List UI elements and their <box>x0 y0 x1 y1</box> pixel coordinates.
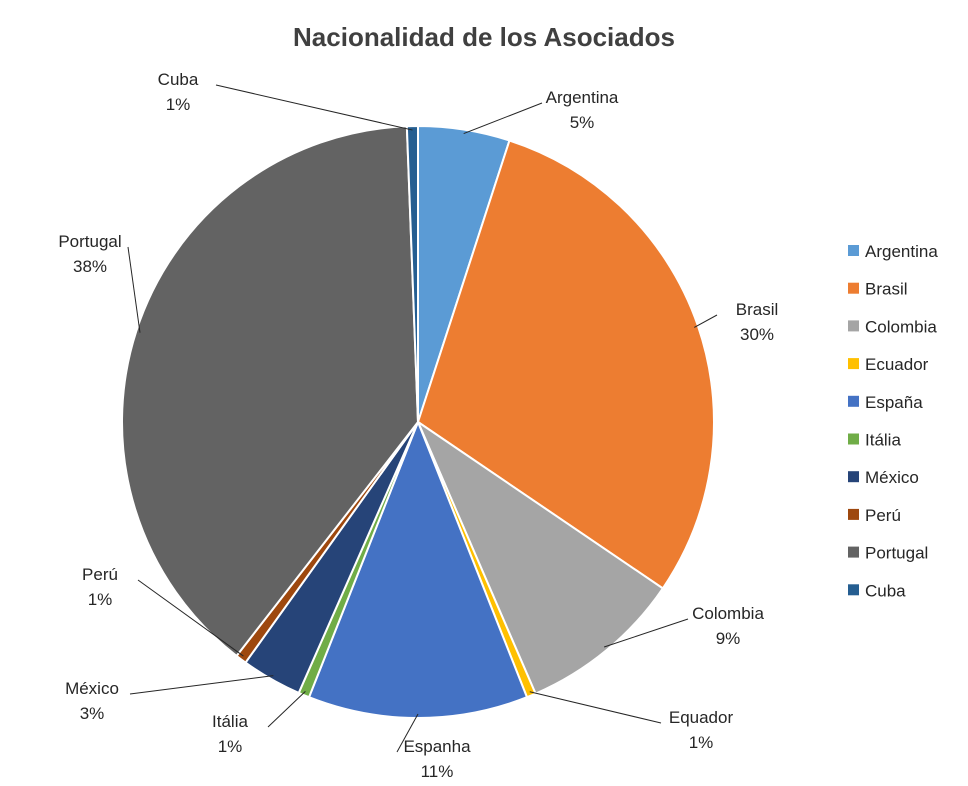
legend-swatch-portugal <box>848 546 859 558</box>
data-label-pct-ecuador: 1% <box>689 733 714 752</box>
legend-swatch-cuba <box>848 584 859 596</box>
data-label-name-espana: Espanha <box>403 737 471 756</box>
data-label-pct-argentina: 5% <box>570 113 595 132</box>
leader-line-italia <box>267 691 306 728</box>
legend-swatch-peru <box>848 508 859 520</box>
data-label-pct-italia: 1% <box>218 737 243 756</box>
leader-line-mexico <box>129 675 274 695</box>
legend-swatch-colombia <box>848 320 859 332</box>
chart-title: Nacionalidad de los Asociados <box>293 22 675 52</box>
leader-line-brasil <box>694 314 718 328</box>
legend-label-espana: España <box>865 393 923 412</box>
legend-label-mexico: México <box>865 468 919 487</box>
legend-label-italia: Itália <box>865 431 901 450</box>
slice-colombia <box>415 419 665 695</box>
legend: Argentina Brasil Colombia Ecuador España Itál… <box>848 242 938 600</box>
leader-line-ecuador <box>529 691 662 724</box>
slice-cuba <box>405 124 419 423</box>
data-label-pct-brasil: 30% <box>740 325 774 344</box>
slice-portugal <box>121 125 420 658</box>
leader-line-argentina <box>463 102 543 135</box>
data-label-name-cuba: Cuba <box>158 70 199 89</box>
data-label-pct-espana: 11% <box>421 762 454 781</box>
legend-label-cuba: Cuba <box>865 581 906 600</box>
data-label-name-mexico: México <box>65 679 119 698</box>
legend-swatch-brasil <box>848 282 859 294</box>
data-label-pct-portugal: 38% <box>73 257 107 276</box>
legend-label-peru: Perú <box>865 506 901 525</box>
leader-line-peru <box>137 579 244 657</box>
data-labels: Argentina 5% Brasil 30% Colombia 9% Equador 1% E… <box>58 70 778 781</box>
data-label-name-portugal: Portugal <box>58 232 121 251</box>
data-label-pct-mexico: 3% <box>80 704 105 723</box>
data-label-pct-cuba: 1% <box>166 95 191 114</box>
legend-swatch-espana <box>848 395 859 407</box>
data-label-pct-peru: 1% <box>88 590 113 609</box>
data-label-name-colombia: Colombia <box>692 604 764 623</box>
data-label-name-italia: Itália <box>212 712 248 731</box>
legend-label-colombia: Colombia <box>865 317 937 336</box>
leader-line-colombia <box>603 618 689 648</box>
legend-swatch-ecuador <box>848 358 859 370</box>
data-label-pct-colombia: 9% <box>716 629 741 648</box>
data-label-name-argentina: Argentina <box>546 88 619 107</box>
legend-label-ecuador: Ecuador <box>865 355 929 374</box>
legend-swatch-argentina <box>848 245 859 256</box>
leader-line-cuba <box>215 84 413 131</box>
data-label-name-brasil: Brasil <box>736 300 779 319</box>
legend-label-brasil: Brasil <box>865 280 908 299</box>
data-label-name-peru: Perú <box>82 565 118 584</box>
leader-line-portugal <box>127 246 141 333</box>
leader-line-espana <box>396 713 419 753</box>
legend-swatch-italia <box>848 433 859 445</box>
slice-espana <box>307 419 529 719</box>
slice-brasil <box>416 139 715 590</box>
pie-slices <box>121 124 715 719</box>
legend-label-portugal: Portugal <box>865 544 928 563</box>
legend-swatch-mexico <box>848 471 859 483</box>
legend-label-argentina: Argentina <box>865 242 938 261</box>
data-label-name-ecuador: Equador <box>669 708 734 727</box>
